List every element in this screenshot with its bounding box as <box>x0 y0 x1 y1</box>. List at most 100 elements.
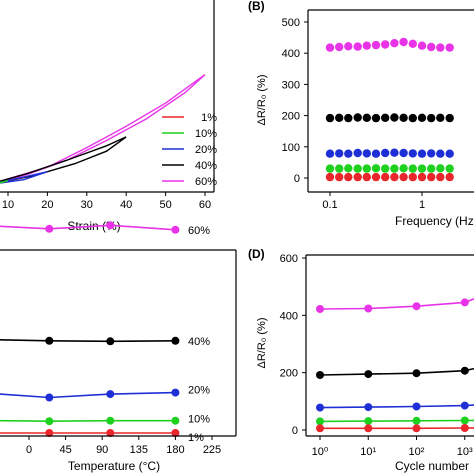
panel-d-point-1pct <box>460 424 469 432</box>
panel-b-point-40pct <box>436 113 445 123</box>
panel-b-point-10pct <box>408 164 417 173</box>
panel-d-point-60pct <box>460 298 469 307</box>
panel-b-point-10pct <box>325 164 335 173</box>
panel-c-x-tick-label: 225 <box>203 444 221 456</box>
panel-d-point-1pct <box>316 424 324 433</box>
panel-b-point-10pct <box>335 164 344 173</box>
panel-b-point-20pct <box>371 149 381 158</box>
panel-a-x-ticks: 10 20 30 40 50 60 <box>2 192 211 211</box>
panel-a-x-tick-label: 30 <box>81 199 93 211</box>
panel-b-point-40pct <box>325 113 335 123</box>
panel-b-point-40pct <box>445 113 454 123</box>
panel-b-point-20pct <box>399 148 408 158</box>
panel-c-line-20pct <box>0 391 176 399</box>
panel-b-point-1pct <box>381 172 390 182</box>
panel-c-series-label-10pct: 10% <box>188 414 210 426</box>
panel-c-point-60pct <box>106 221 115 230</box>
panel-c-x-label: Temperature (°C) <box>68 459 160 473</box>
panel-b-y-tick-label: 400 <box>282 48 300 60</box>
panel-d-x-tick-label: 10⁰ <box>312 446 329 458</box>
panel-c-x-tick-label: 90 <box>96 444 108 456</box>
panel-c-line-60pct <box>0 224 176 231</box>
panel-d-point-60pct <box>364 304 373 313</box>
panel-b-point-60pct <box>362 41 371 50</box>
panel-b-point-60pct <box>325 43 335 52</box>
panel-b-point-1pct <box>344 172 353 182</box>
panel-b-point-40pct <box>371 113 381 123</box>
panel-b-x-ticks: 0.1 1 <box>322 192 425 211</box>
panel-d-y-tick-label: 400 <box>280 310 298 322</box>
panel-d-point-10pct <box>364 417 373 426</box>
panel-c-point-40pct <box>45 336 54 345</box>
panel-a-legend-label-20pct: 20% <box>195 144 217 156</box>
panel-b-point-40pct <box>362 113 371 123</box>
panel-d-point-20pct <box>460 401 469 410</box>
panel-c-series-label-1pct: 1% <box>188 432 204 444</box>
panel-a-legend-label-1pct: 1% <box>201 112 217 124</box>
panel-b-y-label: ΔR/R₀ (%) <box>256 74 268 125</box>
panel-b-point-10pct <box>417 164 427 173</box>
panel-a-legend-label-10pct: 10% <box>195 128 217 140</box>
panel-c-point-1pct <box>106 429 115 437</box>
panel-b-y-tick-label: 500 <box>282 17 300 29</box>
panel-d-x-label: Cycle number <box>395 459 469 473</box>
panel-b-point-60pct <box>344 42 353 51</box>
panel-a-loop-40pct <box>0 136 127 184</box>
panel-c-point-10pct <box>106 416 115 425</box>
panel-b-point-1pct <box>353 172 362 182</box>
panel-d-point-60pct <box>316 305 324 313</box>
panel-c-series <box>0 221 180 437</box>
panel-b-y-tick-label: 0 <box>294 173 300 185</box>
panel-d-line-10pct <box>319 419 474 423</box>
panel-b-point-20pct <box>381 148 390 158</box>
panel-d-series <box>316 298 474 433</box>
panel-d-y-ticks: 0 200 400 600 <box>280 253 306 437</box>
panel-b-point-20pct <box>390 148 399 157</box>
panel-b-point-20pct <box>427 149 436 158</box>
panel-b-point-1pct <box>362 172 371 182</box>
panel-b-point-1pct <box>399 172 408 182</box>
panel-b-point-60pct <box>417 41 427 50</box>
panel-c-point-40pct <box>171 336 180 345</box>
panel-b-point-10pct <box>390 164 399 173</box>
panel-b-y-ticks: 0 100 200 300 400 500 <box>282 17 308 185</box>
panel-b-point-10pct <box>445 164 454 173</box>
panel-b-point-20pct <box>362 149 371 158</box>
panel-d-point-20pct <box>412 402 421 411</box>
panel-b-point-40pct <box>381 113 390 123</box>
panel-d-point-10pct <box>460 416 469 425</box>
panel-d-x-tick-label: 10¹ <box>360 446 376 458</box>
panel-d-label: (D) <box>248 247 265 261</box>
panel-a-legend-label-40pct: 40% <box>195 160 217 172</box>
panel-b-x-tick-label: 0.1 <box>322 199 337 211</box>
panel-d-point-40pct <box>412 369 421 378</box>
panel-d-line-20pct <box>319 404 474 409</box>
panel-d-x-tick-label: 10³ <box>457 446 473 458</box>
panel-d-point-40pct <box>364 370 373 379</box>
panel-d-line-60pct <box>319 298 474 310</box>
panel-b-point-60pct <box>353 42 362 51</box>
panel-b-x-label: Frequency (Hz <box>395 214 474 228</box>
panel-b-point-1pct <box>335 172 344 182</box>
panel-b-point-40pct <box>353 113 362 122</box>
panel-b-point-60pct <box>436 43 445 52</box>
panel-d-line-40pct <box>319 367 474 376</box>
panel-b-point-60pct <box>408 39 417 48</box>
panel-c-series-label-60pct: 60% <box>188 225 210 237</box>
panel-a-loop-20pct <box>0 171 48 184</box>
panel-c-x-tick-label: 45 <box>59 444 71 456</box>
panel-d-x-ticks: 10⁰ 10¹ 10² 10³ <box>312 436 473 458</box>
panel-c-point-10pct <box>171 416 180 425</box>
panel-b-point-1pct <box>408 172 417 182</box>
panel-b-point-40pct <box>427 113 436 123</box>
panel-b-point-60pct <box>381 40 390 49</box>
panel-b-point-20pct <box>344 149 353 158</box>
panel-d-y-tick-label: 0 <box>292 425 298 437</box>
panel-a-x-tick-label: 60 <box>199 199 211 211</box>
panel-b-y-tick-label: 100 <box>282 142 300 154</box>
panel-c-point-20pct <box>106 390 115 399</box>
panel-c-point-20pct <box>171 388 180 397</box>
panel-b-point-40pct <box>417 113 427 123</box>
panel-c-series-label-40pct: 40% <box>188 336 210 348</box>
panel-a-legend-label-60pct: 60% <box>195 176 217 188</box>
